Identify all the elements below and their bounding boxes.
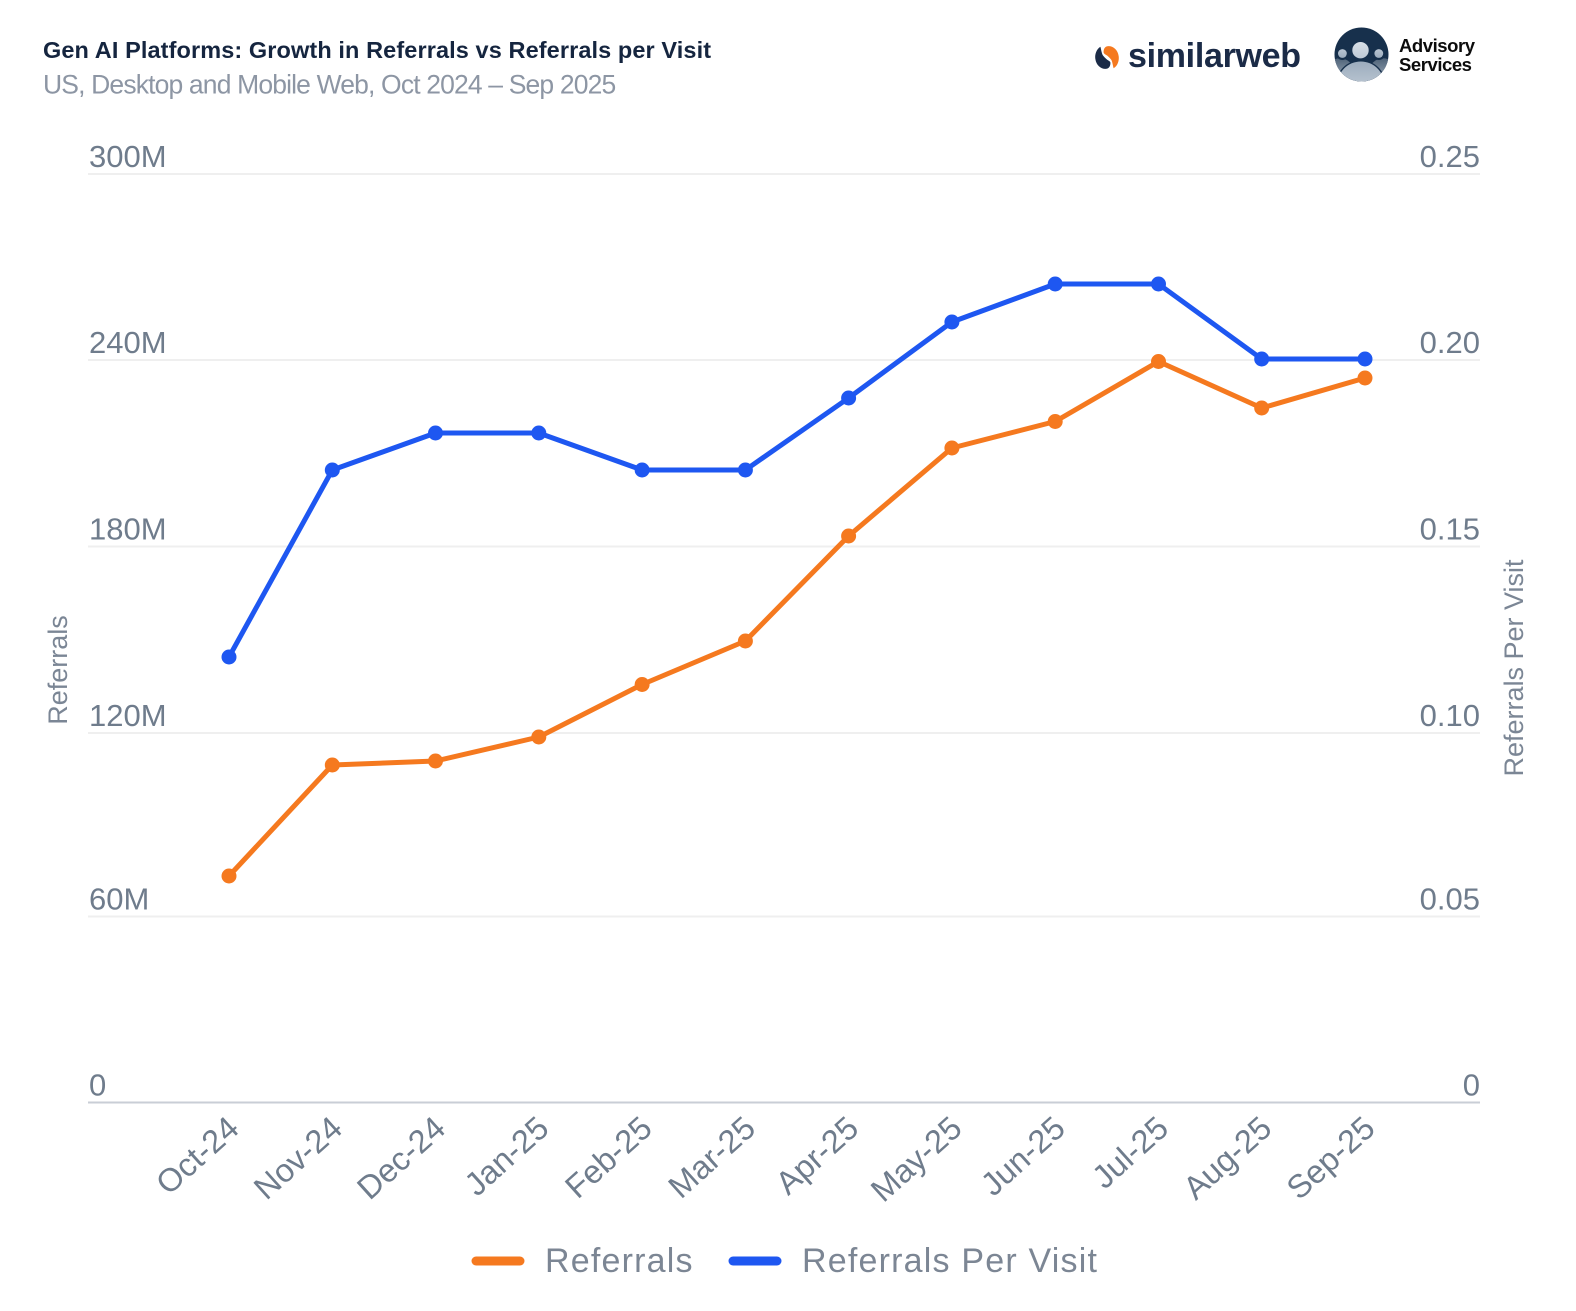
svg-text:240M: 240M: [89, 325, 167, 360]
svg-text:similarweb: similarweb: [1128, 37, 1301, 75]
svg-text:Dec-24: Dec-24: [350, 1109, 452, 1206]
svg-text:0: 0: [1463, 1068, 1480, 1103]
svg-text:0.10: 0.10: [1420, 698, 1480, 733]
svg-text:Nov-24: Nov-24: [247, 1109, 349, 1206]
svg-text:Referrals: Referrals: [43, 615, 73, 725]
svg-text:0.05: 0.05: [1420, 882, 1480, 917]
svg-text:Mar-25: Mar-25: [661, 1109, 762, 1205]
svg-text:Referrals Per Visit: Referrals Per Visit: [1499, 559, 1529, 777]
svg-text:Gen AI Platforms: Growth in Re: Gen AI Platforms: Growth in Referrals vs…: [43, 37, 711, 63]
svg-text:Feb-25: Feb-25: [558, 1109, 659, 1205]
svg-text:0.20: 0.20: [1420, 325, 1480, 360]
svg-text:May-25: May-25: [864, 1109, 969, 1208]
svg-text:0.25: 0.25: [1420, 139, 1480, 174]
svg-text:120M: 120M: [89, 698, 167, 733]
svg-text:Sep-25: Sep-25: [1280, 1109, 1382, 1206]
svg-text:Jun-25: Jun-25: [974, 1109, 1072, 1202]
svg-text:Referrals Per Visit: Referrals Per Visit: [802, 1242, 1098, 1280]
svg-text:60M: 60M: [89, 882, 149, 917]
svg-text:0: 0: [89, 1068, 106, 1103]
svg-text:Jan-25: Jan-25: [458, 1109, 556, 1202]
svg-text:Services: Services: [1399, 54, 1472, 75]
svg-text:0.15: 0.15: [1420, 512, 1480, 547]
svg-text:Aug-25: Aug-25: [1176, 1109, 1278, 1206]
svg-text:Jul-25: Jul-25: [1085, 1109, 1175, 1195]
svg-text:Advisory: Advisory: [1399, 35, 1476, 56]
svg-text:180M: 180M: [89, 512, 167, 547]
svg-text:Oct-24: Oct-24: [149, 1109, 246, 1201]
svg-text:Apr-25: Apr-25: [769, 1109, 866, 1201]
svg-text:Referrals: Referrals: [545, 1242, 694, 1280]
svg-text:US, Desktop and Mobile Web, Oc: US, Desktop and Mobile Web, Oct 2024 – S…: [43, 70, 615, 100]
svg-text:300M: 300M: [89, 139, 167, 174]
